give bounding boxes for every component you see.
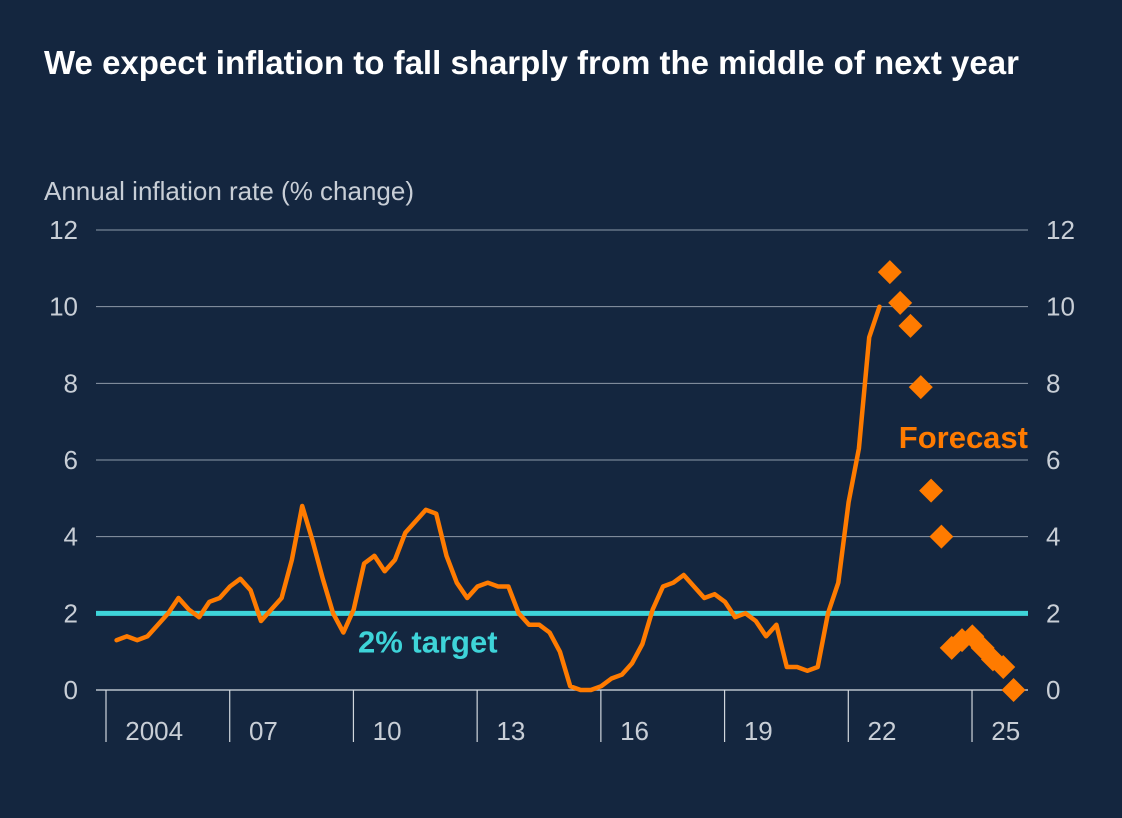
forecast-marker: [898, 313, 923, 338]
y-tick-label-left: 0: [64, 675, 78, 705]
target-label: 2% target: [358, 624, 498, 659]
x-tick-label-25: 25: [991, 716, 1020, 746]
inflation-line: [114, 304, 882, 693]
x-tick-label-22: 22: [868, 716, 897, 746]
y-tick-label-right: 10: [1046, 292, 1075, 322]
series-layer: [114, 304, 882, 693]
forecast-marker: [888, 290, 913, 315]
y-tick-label-right: 2: [1046, 598, 1060, 628]
y-axis-right: 0 2 4 6 8 10 12: [1046, 215, 1075, 705]
forecast-marker: [1001, 678, 1026, 702]
x-axis: 2004 07 10 13 16 19 22 25: [105, 690, 1020, 746]
y-axis-title: Annual inflation rate (% change): [44, 176, 414, 206]
x-tick-label-07: 07: [249, 716, 278, 746]
chart-title: We expect inflation to fall sharply from…: [44, 44, 1019, 81]
gridlines: [96, 229, 1028, 691]
x-tick-label-10: 10: [373, 716, 402, 746]
y-tick-label-left: 4: [64, 522, 78, 552]
forecast-marker: [908, 375, 933, 400]
forecast-marker: [919, 478, 944, 503]
forecast-marker: [991, 655, 1016, 679]
y-tick-label-right: 8: [1046, 368, 1060, 398]
y-tick-label-left: 12: [49, 215, 78, 245]
x-tick-label-16: 16: [620, 716, 649, 746]
target-layer: 2% target: [96, 610, 1028, 659]
x-tick-label-2004: 2004: [125, 716, 183, 746]
forecast-marker: [877, 260, 902, 285]
y-tick-label-left: 8: [64, 368, 78, 398]
x-tick-label-13: 13: [496, 716, 525, 746]
forecast-markers: Forecast: [877, 260, 1028, 702]
y-tick-label-right: 4: [1046, 522, 1060, 552]
y-tick-label-right: 0: [1046, 675, 1060, 705]
forecast-marker: [929, 524, 954, 549]
x-tick-label-19: 19: [744, 716, 773, 746]
forecast-label: Forecast: [899, 420, 1028, 455]
y-tick-label-left: 6: [64, 445, 78, 475]
y-axis-left: 0 2 4 6 8 10 12: [49, 215, 78, 705]
y-tick-label-left: 2: [64, 598, 78, 628]
y-tick-label-left: 10: [49, 292, 78, 322]
y-tick-label-right: 6: [1046, 445, 1060, 475]
y-tick-label-right: 12: [1046, 215, 1075, 245]
